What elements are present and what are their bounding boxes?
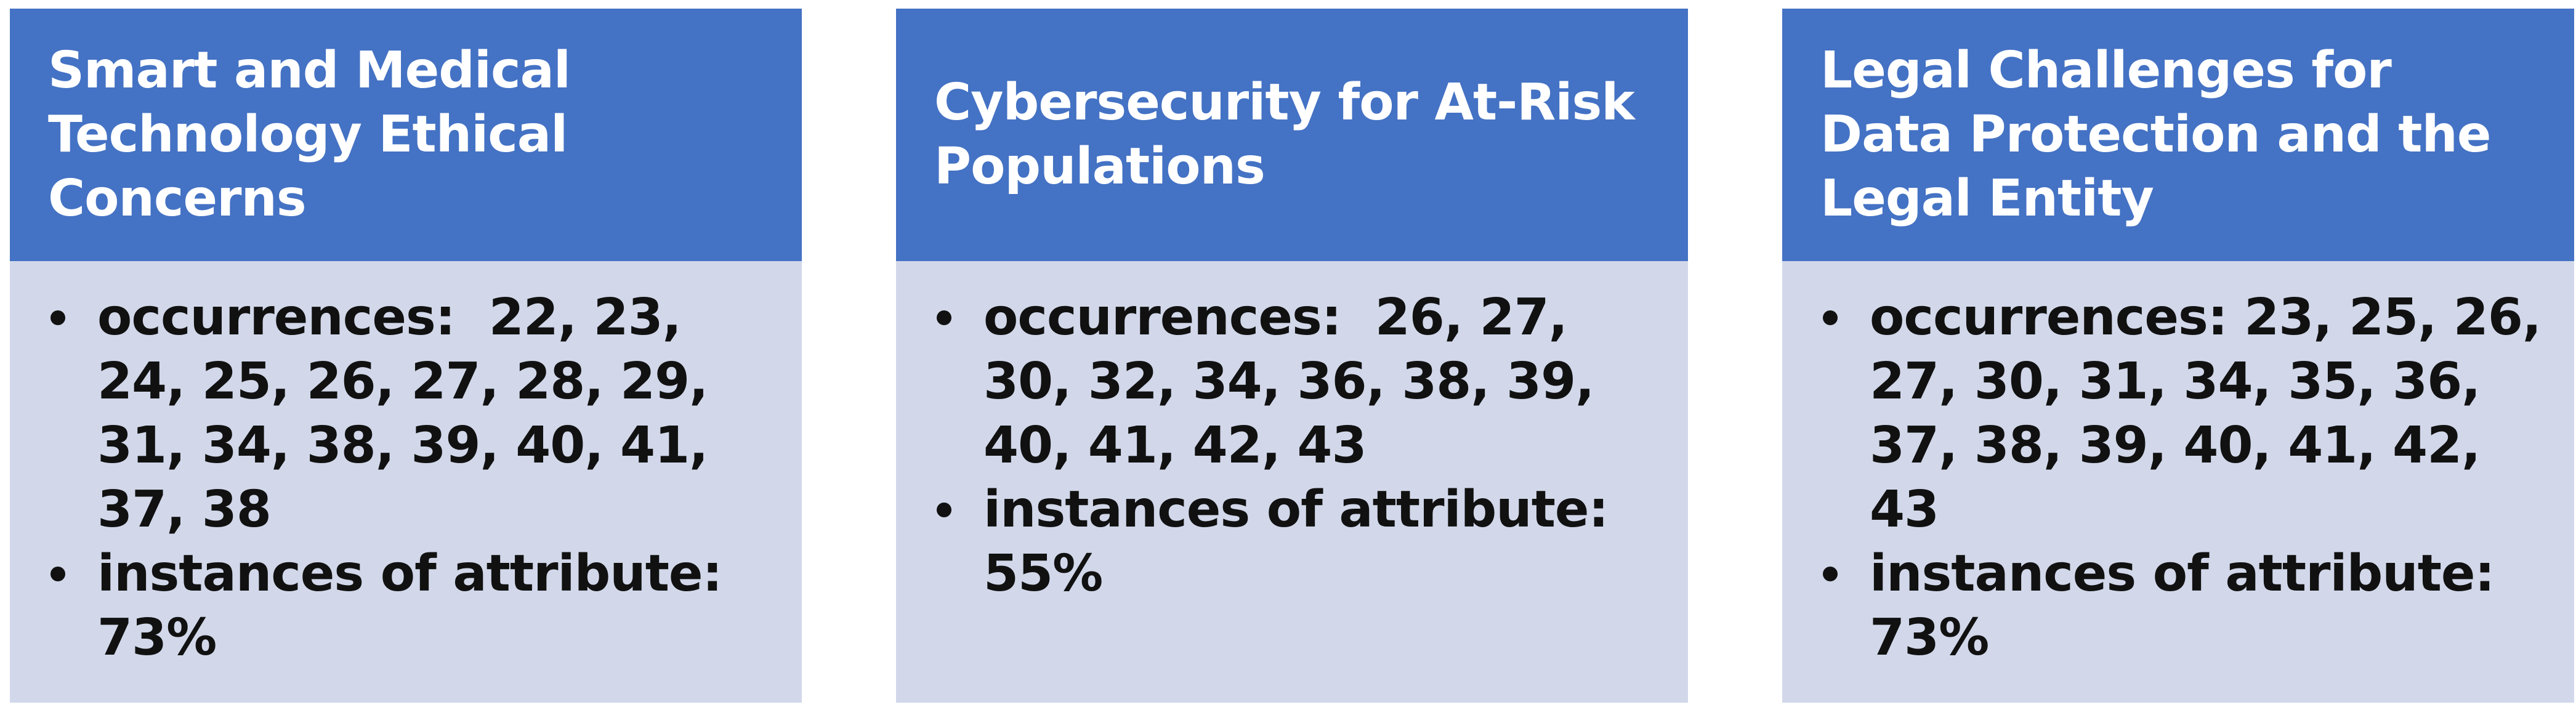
category-card: Cybersecurity for At-Risk Populations oc…: [896, 9, 1688, 703]
occurrences-label: occurrences:: [1870, 288, 2245, 347]
card-title: Legal Challenges for Data Protection and…: [1820, 41, 2491, 228]
instances-item: instances of attribute: 73%: [1820, 542, 2550, 670]
card-body: occurrences: 22, 23, 24, 25, 26, 27, 28,…: [10, 261, 802, 703]
occurrences-item: occurrences: 23, 25, 26, 27, 30, 31, 34,…: [1820, 286, 2550, 542]
bullet-list: occurrences: 22, 23, 24, 25, 26, 27, 28,…: [48, 286, 777, 670]
bullet-dot-icon: [937, 503, 951, 517]
bullet-dot-icon: [1823, 310, 1838, 325]
card-body: occurrences: 26, 27, 30, 32, 34, 36, 38,…: [896, 261, 1688, 703]
card-title: Smart and Medical Technology Ethical Con…: [48, 41, 571, 228]
instances-label: instances of attribute:: [1870, 544, 2511, 603]
instances-label: instances of attribute:: [97, 544, 739, 603]
card-body: occurrences: 23, 25, 26, 27, 30, 31, 34,…: [1782, 261, 2574, 703]
instances-value: 73%: [1870, 608, 1989, 667]
card-header: Legal Challenges for Data Protection and…: [1782, 9, 2574, 261]
bullet-dot-icon: [937, 310, 951, 325]
instances-item: instances of attribute: 73%: [48, 542, 777, 670]
occurrences-value: 22, 23, 24, 25, 26, 27, 28, 29, 31, 34, …: [97, 288, 708, 539]
bullet-dot-icon: [50, 567, 65, 581]
occurrences-label: occurrences:: [97, 288, 489, 347]
category-card: Smart and Medical Technology Ethical Con…: [10, 9, 802, 703]
card-header: Smart and Medical Technology Ethical Con…: [10, 9, 802, 261]
instances-label: instances of attribute:: [983, 480, 1625, 539]
occurrences-label: occurrences:: [983, 288, 1375, 347]
occurrences-value: 26, 27, 30, 32, 34, 36, 38, 39, 40, 41, …: [983, 288, 1594, 475]
bullet-dot-icon: [50, 310, 65, 325]
occurrences-value: 23, 25, 26, 27, 30, 31, 34, 35, 36, 37, …: [1870, 288, 2542, 539]
bullet-list: occurrences: 26, 27, 30, 32, 34, 36, 38,…: [934, 286, 1663, 606]
instances-value: 55%: [983, 544, 1103, 603]
occurrences-item: occurrences: 22, 23, 24, 25, 26, 27, 28,…: [48, 286, 777, 542]
card-header: Cybersecurity for At-Risk Populations: [896, 9, 1688, 261]
instances-item: instances of attribute: 55%: [934, 478, 1663, 606]
instances-value: 73%: [97, 608, 217, 667]
category-card: Legal Challenges for Data Protection and…: [1782, 9, 2574, 703]
card-title: Cybersecurity for At-Risk Populations: [934, 73, 1635, 196]
occurrences-item: occurrences: 26, 27, 30, 32, 34, 36, 38,…: [934, 286, 1663, 478]
bullet-list: occurrences: 23, 25, 26, 27, 30, 31, 34,…: [1820, 286, 2550, 670]
bullet-dot-icon: [1823, 567, 1838, 581]
